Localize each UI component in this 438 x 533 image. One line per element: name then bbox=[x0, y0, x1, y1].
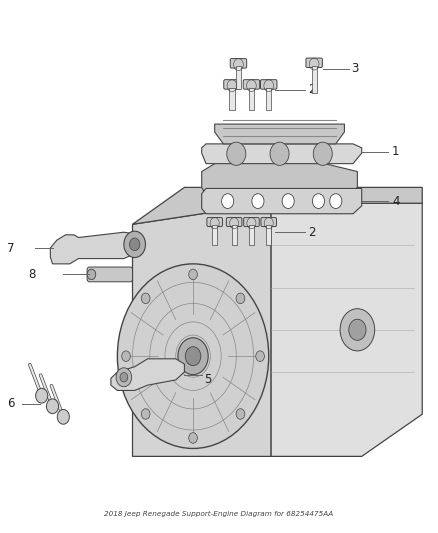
Circle shape bbox=[141, 293, 150, 304]
Circle shape bbox=[340, 309, 374, 351]
Bar bbox=[249, 225, 254, 245]
Bar bbox=[232, 225, 237, 245]
FancyBboxPatch shape bbox=[261, 217, 276, 227]
FancyBboxPatch shape bbox=[230, 59, 247, 68]
Polygon shape bbox=[202, 144, 362, 164]
Circle shape bbox=[120, 373, 128, 382]
Circle shape bbox=[270, 142, 289, 165]
FancyBboxPatch shape bbox=[243, 79, 260, 89]
Circle shape bbox=[87, 269, 96, 280]
Text: 3: 3 bbox=[351, 62, 358, 75]
Text: 5: 5 bbox=[204, 374, 211, 386]
Polygon shape bbox=[133, 203, 271, 456]
Polygon shape bbox=[202, 161, 357, 203]
FancyBboxPatch shape bbox=[207, 217, 223, 227]
Polygon shape bbox=[271, 203, 422, 456]
Circle shape bbox=[252, 193, 264, 208]
Text: 2: 2 bbox=[307, 83, 315, 96]
Circle shape bbox=[189, 433, 198, 443]
Circle shape bbox=[312, 193, 325, 208]
FancyBboxPatch shape bbox=[226, 217, 242, 227]
Circle shape bbox=[124, 231, 145, 257]
Bar bbox=[236, 67, 241, 88]
Circle shape bbox=[185, 346, 201, 366]
FancyBboxPatch shape bbox=[261, 79, 277, 89]
Text: 7: 7 bbox=[7, 241, 14, 255]
FancyBboxPatch shape bbox=[224, 79, 240, 89]
Polygon shape bbox=[202, 189, 362, 214]
Polygon shape bbox=[215, 124, 344, 144]
Text: 6: 6 bbox=[7, 397, 14, 410]
Polygon shape bbox=[133, 188, 422, 224]
Bar bbox=[212, 225, 217, 245]
Text: 8: 8 bbox=[29, 268, 36, 281]
Circle shape bbox=[222, 193, 234, 208]
Circle shape bbox=[189, 269, 198, 280]
Circle shape bbox=[116, 368, 132, 387]
Circle shape bbox=[57, 409, 69, 424]
Circle shape bbox=[117, 264, 269, 448]
Circle shape bbox=[256, 351, 265, 361]
Circle shape bbox=[313, 142, 332, 165]
Text: 1: 1 bbox=[392, 146, 399, 158]
Circle shape bbox=[178, 338, 208, 375]
Bar bbox=[249, 87, 254, 110]
Text: 2: 2 bbox=[307, 225, 315, 239]
Bar bbox=[230, 87, 235, 110]
Bar bbox=[266, 87, 271, 110]
Circle shape bbox=[46, 399, 59, 414]
Circle shape bbox=[35, 389, 48, 403]
FancyBboxPatch shape bbox=[306, 58, 322, 68]
Circle shape bbox=[130, 238, 140, 251]
Circle shape bbox=[349, 319, 366, 341]
FancyBboxPatch shape bbox=[244, 217, 259, 227]
Text: 2018 Jeep Renegade Support-Engine Diagram for 68254475AA: 2018 Jeep Renegade Support-Engine Diagra… bbox=[104, 511, 334, 517]
Circle shape bbox=[330, 193, 342, 208]
Circle shape bbox=[227, 142, 246, 165]
Bar bbox=[266, 225, 271, 245]
Text: 4: 4 bbox=[392, 195, 399, 207]
Circle shape bbox=[282, 193, 294, 208]
Circle shape bbox=[141, 409, 150, 419]
Circle shape bbox=[122, 351, 131, 361]
FancyBboxPatch shape bbox=[87, 267, 133, 282]
Circle shape bbox=[236, 409, 245, 419]
Polygon shape bbox=[50, 232, 145, 264]
Bar bbox=[311, 66, 317, 93]
Circle shape bbox=[236, 293, 245, 304]
Polygon shape bbox=[111, 359, 184, 391]
